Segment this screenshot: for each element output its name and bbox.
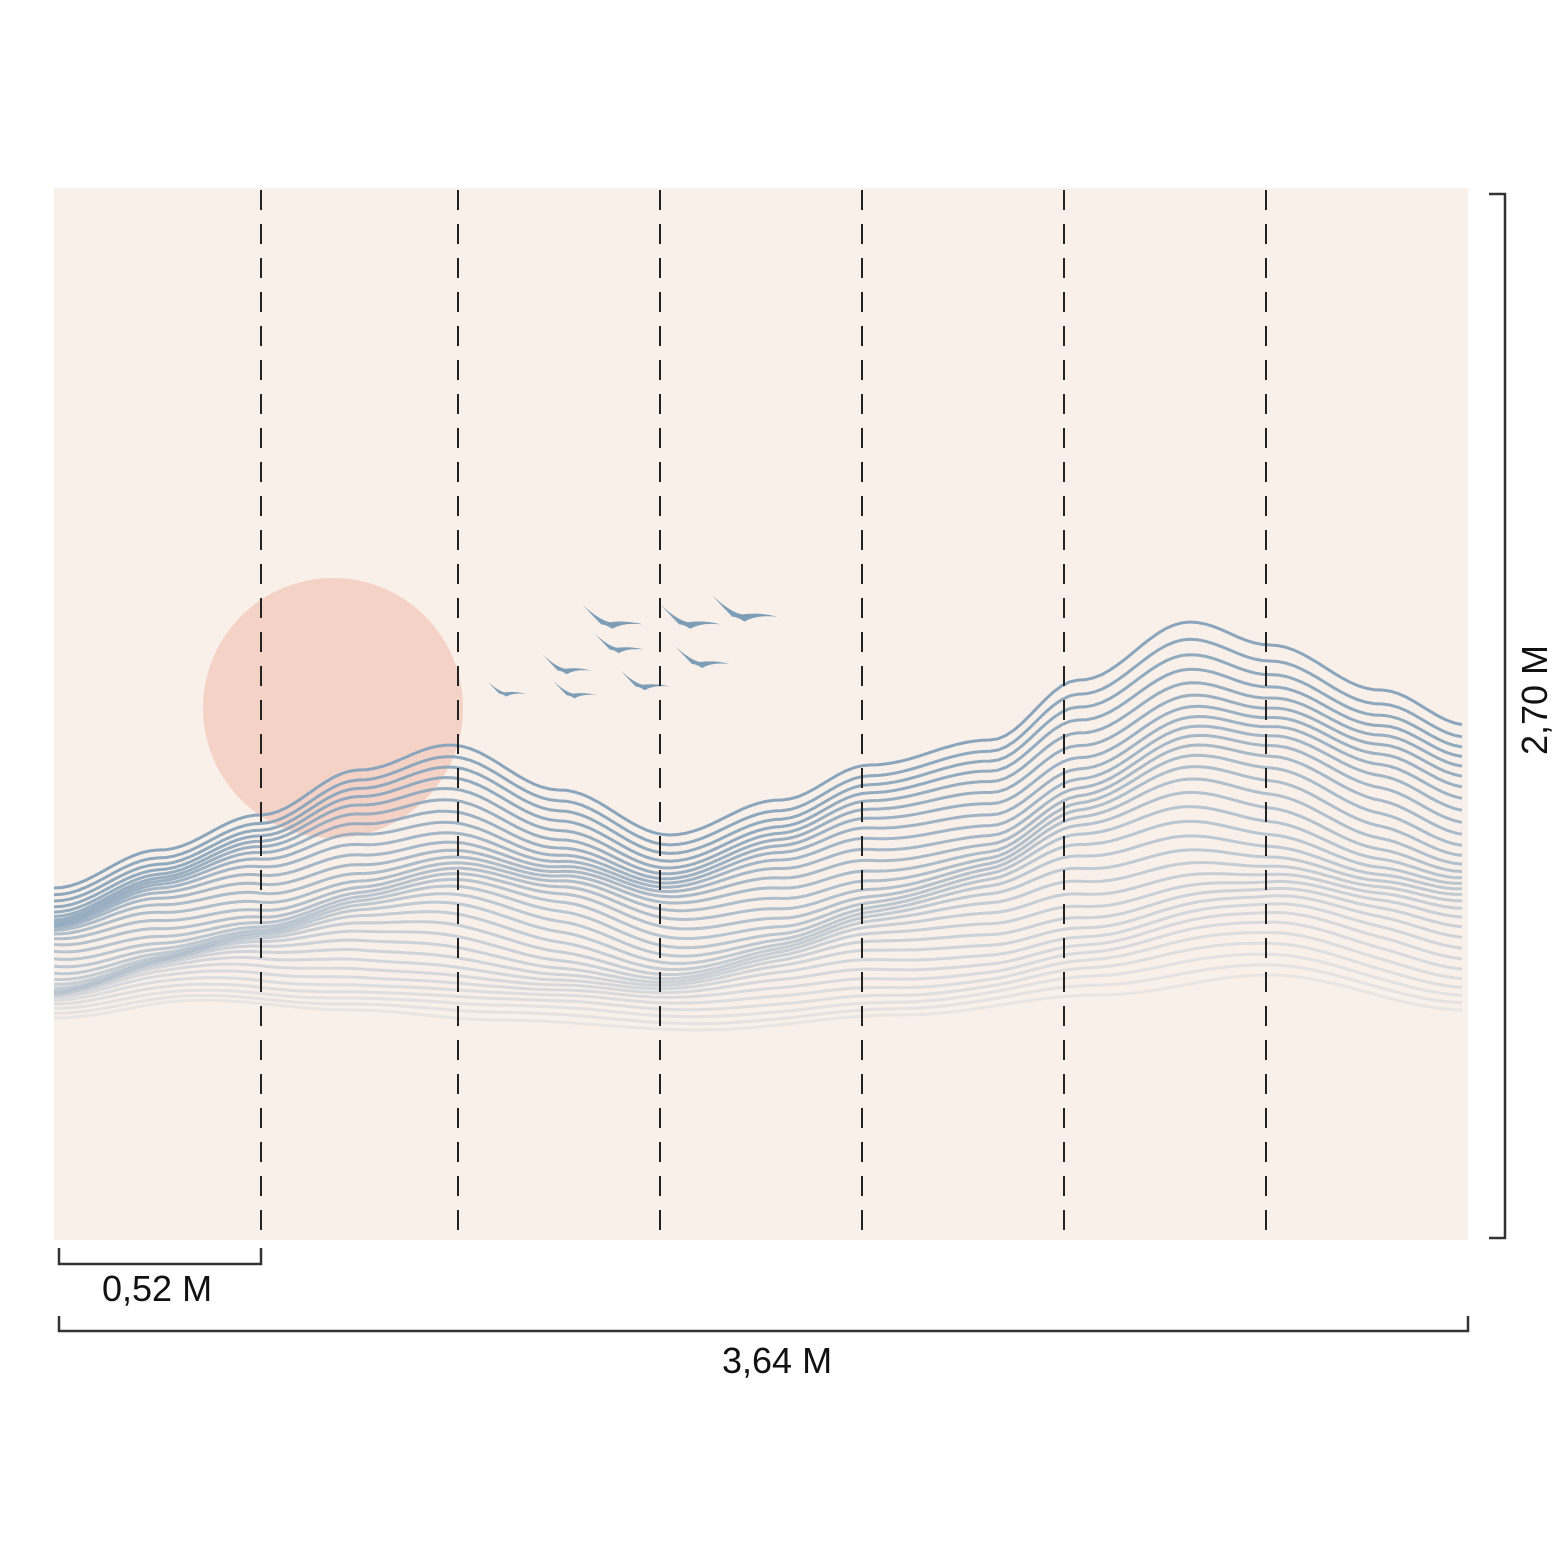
birds-flock [487, 595, 778, 699]
wave-line [53, 941, 1463, 1012]
total-width-bracket [57, 1316, 1470, 1333]
wave-line [53, 620, 1463, 890]
bird-icon [553, 680, 597, 699]
bird-icon [660, 604, 721, 629]
bird-icon [487, 681, 526, 697]
wave-line [53, 963, 1463, 1026]
wave-line [53, 894, 1463, 994]
wave-line [53, 902, 1463, 996]
bird-icon [582, 604, 643, 629]
panel-width-label: 0,52 M [102, 1268, 213, 1309]
wave-line [53, 848, 1463, 976]
bird-icon [712, 595, 778, 622]
wave-line [53, 931, 1463, 1005]
total-height-label: 2,70 M [1514, 644, 1555, 756]
wave-line [53, 879, 1463, 990]
total-height-bracket [1489, 192, 1507, 1240]
wave-line [53, 819, 1463, 961]
wave-line [53, 872, 1463, 986]
wave-line [53, 790, 1463, 947]
wave-line [54, 777, 1463, 941]
wave-line [53, 733, 1463, 928]
wave-line [53, 834, 1463, 969]
wave-line [53, 920, 1463, 1000]
bird-icon [594, 633, 644, 654]
wave-line [53, 952, 1463, 1019]
wave-line [53, 886, 1463, 993]
wave-mountains [53, 620, 1463, 1032]
bird-icon [542, 654, 592, 675]
wave-line [53, 653, 1463, 903]
wave-line [53, 693, 1463, 919]
wave-line [53, 667, 1463, 909]
wave-line [53, 910, 1463, 997]
wave-line [53, 704, 1463, 922]
wave-line [53, 743, 1463, 930]
total-width-label: 3,64 M [722, 1340, 833, 1381]
bird-icon [675, 646, 730, 668]
wave-line [53, 637, 1463, 897]
wave-line [53, 714, 1463, 925]
panel-seams [260, 190, 1267, 1244]
wave-line [53, 973, 1463, 1032]
wave-line [53, 861, 1463, 982]
dimension-brackets [57, 192, 1507, 1333]
wave-line [53, 805, 1463, 954]
sun-circle [203, 578, 463, 838]
wave-line [53, 724, 1463, 927]
wave-line [53, 753, 1463, 932]
wave-line [53, 681, 1463, 914]
wave-line [53, 765, 1463, 936]
panel-width-bracket [57, 1248, 263, 1266]
bird-icon [620, 670, 670, 691]
